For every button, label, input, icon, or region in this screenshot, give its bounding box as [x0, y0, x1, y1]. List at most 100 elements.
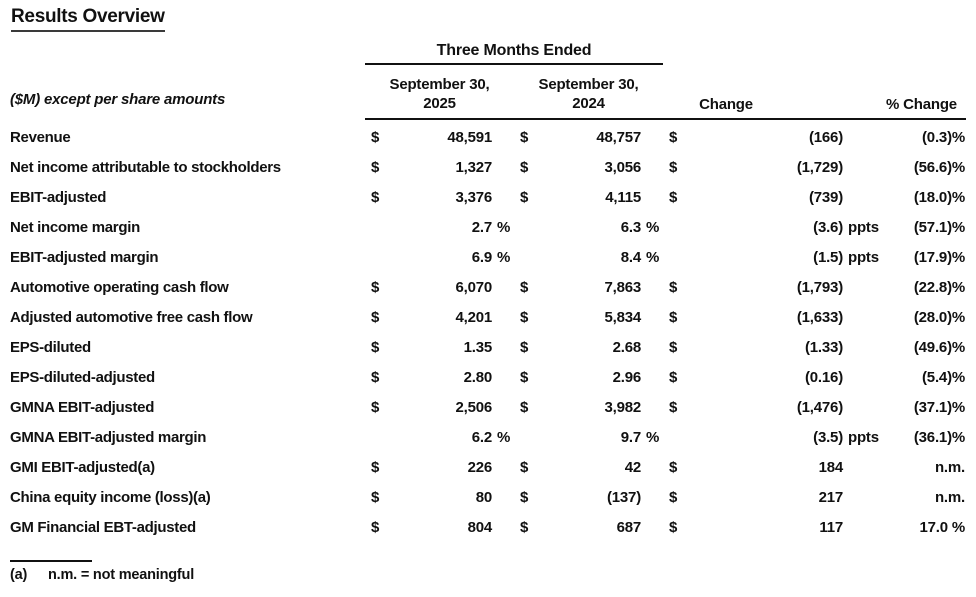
- table-row: China equity income (loss)(a) $ 80 $ (13…: [10, 482, 976, 512]
- dollar-sign-2024: $: [520, 458, 529, 476]
- value-2024: 2.68: [612, 338, 642, 356]
- pct-change-value: (18.0)%: [913, 188, 965, 206]
- footnote-rule: [10, 560, 92, 562]
- change-value: (1.33): [805, 338, 843, 356]
- row-label: EPS-diluted: [10, 338, 91, 356]
- change-suffix: ppts: [848, 218, 879, 236]
- dollar-sign-2025: $: [371, 518, 380, 536]
- footnote-marker: (a): [10, 567, 28, 583]
- value-2024: 48,757: [596, 128, 641, 146]
- table-header-period-row: Three Months Ended: [10, 42, 976, 65]
- table-row: EPS-diluted-adjusted $ 2.80 $ 2.96 $ (0.…: [10, 362, 976, 392]
- value-2024: 2.96: [612, 368, 642, 386]
- column-header-sep-30-2024: September 30, 2024: [514, 67, 663, 113]
- value-2025: 226: [467, 458, 493, 476]
- dollar-sign-2024: $: [520, 158, 529, 176]
- change-suffix: ppts: [848, 428, 879, 446]
- value-2025-suffix: %: [497, 218, 511, 236]
- dollar-sign-change: $: [669, 338, 678, 356]
- value-2024: 3,982: [604, 398, 641, 416]
- dollar-sign-change: $: [669, 518, 678, 536]
- value-2025: 4,201: [455, 308, 492, 326]
- table-row: Revenue $ 48,591 $ 48,757 $ (166) (0.3)%: [10, 122, 976, 152]
- column-header-2024-line1: September 30,: [538, 76, 639, 93]
- row-label: EPS-diluted-adjusted: [10, 368, 155, 386]
- value-2024: 7,863: [604, 278, 641, 296]
- dollar-sign-2025: $: [371, 488, 380, 506]
- value-2025: 804: [467, 518, 493, 536]
- value-2024: 42: [624, 458, 641, 476]
- dollar-sign-2024: $: [520, 278, 529, 296]
- unit-note: ($M) except per share amounts: [10, 91, 226, 108]
- pct-change-value: (49.6)%: [913, 338, 965, 356]
- value-2024: 9.7: [620, 428, 641, 446]
- value-2025: 1,327: [455, 158, 492, 176]
- change-value: (0.16): [805, 368, 843, 386]
- table-body: Revenue $ 48,591 $ 48,757 $ (166) (0.3)%…: [10, 122, 976, 542]
- footnote: (a) n.m. = not meaningful: [10, 567, 976, 583]
- header-bottom-rule: [365, 118, 966, 120]
- table-row: Adjusted automotive free cash flow $ 4,2…: [10, 302, 976, 332]
- dollar-sign-2025: $: [371, 368, 380, 386]
- dollar-sign-change: $: [669, 308, 678, 326]
- value-2025: 2.80: [463, 368, 493, 386]
- table-row: Net income attributable to stockholders …: [10, 152, 976, 182]
- dollar-sign-change: $: [669, 398, 678, 416]
- dollar-sign-2024: $: [520, 518, 529, 536]
- dollar-sign-2025: $: [371, 398, 380, 416]
- value-2024-suffix: %: [646, 248, 660, 266]
- row-label: GMNA EBIT-adjusted: [10, 398, 155, 416]
- dollar-sign-2025: $: [371, 338, 380, 356]
- value-2024: 4,115: [605, 188, 641, 206]
- column-header-2025-line1: September 30,: [389, 76, 490, 93]
- table-row: GMNA EBIT-adjusted $ 2,506 $ 3,982 $ (1,…: [10, 392, 976, 422]
- pct-change-value: 17.0 %: [919, 518, 966, 536]
- change-value: (1.5): [813, 248, 843, 266]
- dollar-sign-change: $: [669, 458, 678, 476]
- dollar-sign-change: $: [669, 278, 678, 296]
- row-label: China equity income (loss)(a): [10, 488, 211, 506]
- pct-change-value: n.m.: [934, 488, 965, 506]
- change-value: (1,729): [796, 158, 843, 176]
- table-row: Net income margin 2.7 % 6.3 % (3.6) ppts…: [10, 212, 976, 242]
- dollar-sign-change: $: [669, 368, 678, 386]
- row-label: Automotive operating cash flow: [10, 278, 229, 296]
- row-label: EBIT-adjusted margin: [10, 248, 159, 266]
- value-2024-suffix: %: [646, 428, 660, 446]
- table-header-columns-row: ($M) except per share amounts September …: [10, 65, 976, 113]
- table-row: Automotive operating cash flow $ 6,070 $…: [10, 272, 976, 302]
- row-label: EBIT-adjusted: [10, 188, 107, 206]
- dollar-sign-2025: $: [371, 158, 380, 176]
- dollar-sign-2024: $: [520, 488, 529, 506]
- page-title: Results Overview: [11, 6, 165, 32]
- row-label: GMNA EBIT-adjusted margin: [10, 428, 207, 446]
- row-label: Net income attributable to stockholders: [10, 158, 281, 176]
- table-row: EBIT-adjusted margin 6.9 % 8.4 % (1.5) p…: [10, 242, 976, 272]
- value-2024: 3,056: [604, 158, 641, 176]
- value-2025: 6.9: [471, 248, 492, 266]
- pct-change-value: (22.8)%: [913, 278, 965, 296]
- dollar-sign-change: $: [669, 488, 678, 506]
- pct-change-value: (28.0)%: [913, 308, 965, 326]
- pct-change-value: (0.3)%: [922, 128, 965, 146]
- change-value: (1,633): [796, 308, 843, 326]
- change-value: (739): [808, 188, 843, 206]
- pct-change-value: (36.1)%: [913, 428, 965, 446]
- row-label: Revenue: [10, 128, 71, 146]
- row-label: Adjusted automotive free cash flow: [10, 308, 253, 326]
- change-value: 217: [818, 488, 844, 506]
- pct-change-value: (37.1)%: [913, 398, 965, 416]
- dollar-sign-change: $: [669, 188, 678, 206]
- value-2024-suffix: %: [646, 218, 660, 236]
- value-2024: 6.3: [620, 218, 641, 236]
- change-suffix: ppts: [848, 248, 879, 266]
- table-row: GM Financial EBT-adjusted $ 804 $ 687 $ …: [10, 512, 976, 542]
- dollar-sign-2024: $: [520, 368, 529, 386]
- pct-change-value: (57.1)%: [913, 218, 965, 236]
- column-header-pct-change: % Change: [886, 96, 957, 113]
- dollar-sign-2024: $: [520, 128, 529, 146]
- dollar-sign-change: $: [669, 128, 678, 146]
- value-2025-suffix: %: [497, 248, 511, 266]
- dollar-sign-2024: $: [520, 308, 529, 326]
- footnote-text: n.m. = not meaningful: [48, 567, 195, 583]
